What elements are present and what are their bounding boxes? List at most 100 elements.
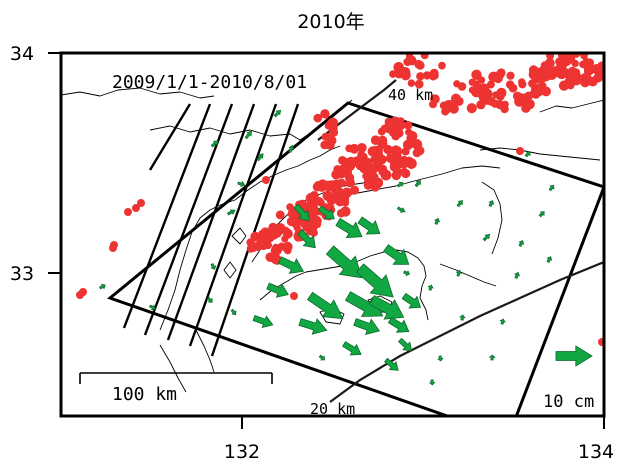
earthquake-dot xyxy=(346,156,356,166)
earthquake-dot xyxy=(468,78,476,86)
displacement-arrow xyxy=(256,153,264,162)
plot-frame xyxy=(59,51,606,418)
earthquake-dot xyxy=(508,83,518,93)
displacement-arrow xyxy=(459,314,466,321)
displacement-arrow xyxy=(546,256,553,264)
earthquake-dot xyxy=(414,140,423,149)
earthquake-dot xyxy=(383,125,392,133)
displacement-arrow xyxy=(335,217,363,239)
displacement-arrow xyxy=(518,240,525,248)
displacement-arrow xyxy=(482,233,491,242)
displacement-arrow xyxy=(298,318,328,335)
earthquake-dot xyxy=(372,177,384,189)
displacement-arrow xyxy=(148,304,156,311)
earthquake-dot xyxy=(356,158,365,167)
x-tick-label-134: 134 xyxy=(578,441,614,463)
earthquake-dot xyxy=(328,180,336,189)
displacement-arrow xyxy=(414,179,421,188)
earthquake-dot xyxy=(313,113,323,123)
earthquake-dot xyxy=(453,80,461,88)
earthquake-dot xyxy=(580,53,588,60)
earthquake-dot xyxy=(541,86,551,97)
earthquake-dot xyxy=(474,83,484,93)
displacement-arrow xyxy=(273,109,282,118)
displacement-arrow xyxy=(266,282,289,298)
displacement-arrow xyxy=(384,357,399,371)
displacement-arrow xyxy=(297,229,316,249)
plot-area xyxy=(61,53,604,416)
displacement-arrow xyxy=(397,337,413,352)
earthquake-dot xyxy=(79,288,87,296)
earthquake-dot xyxy=(264,232,275,243)
reference-arrow-label: 10 cm xyxy=(543,392,594,412)
earthquake-dot xyxy=(349,143,360,154)
earthquake-dot xyxy=(137,199,145,207)
displacement-arrow xyxy=(513,271,521,279)
earthquake-dot xyxy=(389,70,397,78)
y-tick-label-33: 33 xyxy=(10,263,34,285)
displacement-arrow xyxy=(244,130,253,140)
earthquake-dot xyxy=(406,134,415,143)
earthquake-dot xyxy=(250,231,261,242)
displacement-arrow xyxy=(318,354,326,361)
earthquake-dot xyxy=(407,79,416,87)
earthquake-dot xyxy=(572,68,581,77)
earthquake-dot xyxy=(565,74,576,85)
earthquake-dot xyxy=(396,66,405,75)
earthquake-dot xyxy=(377,127,386,136)
earthquake-dot xyxy=(406,158,417,169)
earthquake-dot xyxy=(132,204,140,212)
fault-line xyxy=(166,103,256,341)
earthquake-dot xyxy=(326,195,336,206)
earthquake-dot xyxy=(316,198,325,207)
earthquake-dot xyxy=(558,80,570,91)
displacement-arrow xyxy=(488,354,496,361)
earthquake-dot xyxy=(506,71,515,80)
earthquake-dot xyxy=(366,164,375,173)
region-left-edge xyxy=(109,296,451,416)
earthquake-dot xyxy=(544,58,555,69)
displacement-arrow xyxy=(401,292,422,309)
reference-arrow xyxy=(555,345,593,367)
fault-line xyxy=(210,103,300,357)
date-range-label: 2009/1/1-2010/8/01 xyxy=(112,72,307,93)
displacement-arrow xyxy=(355,263,394,298)
earthquake-dot xyxy=(397,159,406,169)
earthquake-dot xyxy=(476,100,486,110)
displacement-arrow xyxy=(353,318,381,335)
earthquake-dot xyxy=(281,235,289,243)
displacement-arrow xyxy=(427,284,434,291)
earthquake-dot xyxy=(378,168,386,176)
displacement-arrow xyxy=(226,209,236,216)
displacement-arrow xyxy=(456,199,463,208)
earthquake-dot xyxy=(415,61,425,70)
y-tick-label-34: 34 xyxy=(10,43,34,65)
displacement-arrow xyxy=(387,316,410,333)
displacement-arrow xyxy=(344,291,384,317)
earthquake-dot xyxy=(341,187,353,198)
displacement-arrow xyxy=(403,270,411,277)
earthquake-dot xyxy=(391,145,401,154)
earthquake-dot xyxy=(591,64,602,75)
earthquake-dot xyxy=(286,203,294,211)
displacement-arrow xyxy=(206,296,213,303)
displacement-arrow xyxy=(230,308,237,316)
displacement-arrow xyxy=(488,200,495,208)
x-tick-label-132: 132 xyxy=(224,441,260,463)
earthquake-dot xyxy=(429,72,437,81)
displacement-arrow xyxy=(210,140,219,148)
contour-40km xyxy=(317,79,397,141)
earthquake-dot xyxy=(336,209,346,218)
contour-20km xyxy=(329,260,604,403)
earthquake-dot xyxy=(262,176,270,184)
earthquake-dot xyxy=(363,181,373,190)
earthquake-dot xyxy=(430,94,440,104)
displacement-arrow xyxy=(396,181,404,188)
displacement-arrow xyxy=(288,144,295,153)
earthquake-dot xyxy=(579,60,587,69)
earthquake-dot xyxy=(518,80,527,89)
earthquake-dot xyxy=(321,110,330,119)
earthquake-dot xyxy=(466,103,477,114)
earthquake-dot xyxy=(391,132,400,141)
